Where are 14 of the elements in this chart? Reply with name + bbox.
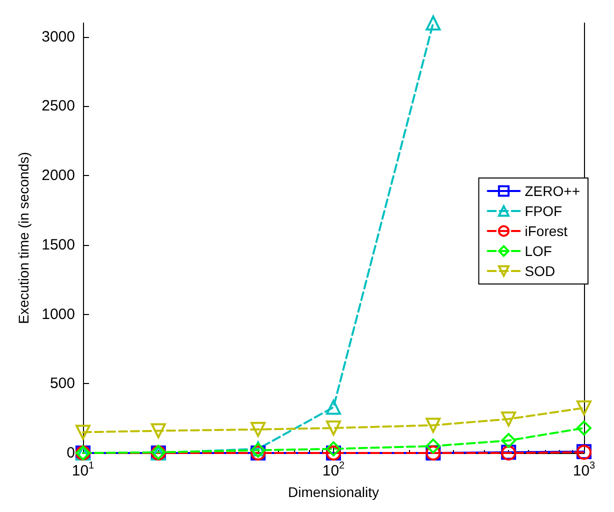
y-tick-label: 1500 [42, 236, 75, 254]
legend-label: LOF [524, 243, 552, 259]
legend-label: iForest [524, 223, 568, 239]
legend-label: SOD [524, 263, 556, 279]
y-tick-label: 2000 [42, 167, 75, 184]
legend-label: ZERO++ [524, 183, 580, 199]
y-tick-label: 2500 [42, 98, 75, 115]
x-axis-title: Dimensionality [288, 484, 380, 500]
y-tick-label: 1000 [42, 306, 75, 323]
y-axis-title: Execution time (in seconds) [16, 152, 32, 324]
y-tick-label: 0 [66, 444, 75, 462]
y-tick-label: 3000 [42, 28, 75, 46]
legend-label: FPOF [524, 203, 562, 219]
y-tick-label: 500 [50, 375, 75, 392]
